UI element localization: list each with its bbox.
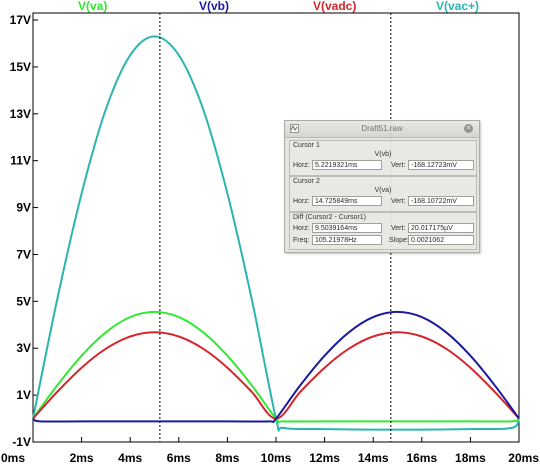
series-line-v-vb [32, 310, 520, 424]
diff-vert-field[interactable]: 20.017175µV [408, 223, 474, 233]
diff-freq-field[interactable]: 105.21978Hz [312, 235, 382, 245]
cursor2-group: Cursor 2 V(va) Horz: 14.725849ms Vert: -… [289, 176, 477, 212]
dialog-titlebar[interactable]: Draft51.raw ✕ [285, 121, 479, 138]
legend-vac-plus[interactable]: V(vac+) [436, 0, 480, 13]
y-tick-label: 11V [10, 154, 31, 168]
diff-slope-field[interactable]: 0.0021062 [408, 235, 474, 245]
diff-group: Diff (Cursor2 - Cursor1) Horz: 9.5039164… [289, 212, 477, 250]
x-tick-label: 20ms [508, 451, 539, 465]
y-tick-label: 13V [10, 107, 31, 121]
cursor2-horz-label: Horz: [293, 198, 310, 205]
y-tick-label: 9V [16, 201, 31, 215]
x-tick-label: 18ms [455, 451, 486, 465]
cursor-dialog[interactable]: Draft51.raw ✕ Cursor 1 V(vb) Horz: 5.221… [284, 120, 480, 253]
cursor1-vert-label: Vert: [391, 162, 406, 169]
cursor1-horz-field[interactable]: 5.2219321ms [312, 160, 382, 170]
y-tick-label: 17V [10, 13, 31, 27]
y-tick-label: -1V [12, 435, 31, 449]
diff-horz-label: Horz: [293, 225, 310, 232]
cursor1-trace: V(vb) [374, 151, 392, 158]
dialog-title: Draft51.raw [361, 124, 403, 133]
diff-horz-field[interactable]: 9.5039164ms [312, 223, 382, 233]
x-tick-label: 12ms [309, 451, 340, 465]
cursor2-trace: V(va) [374, 187, 392, 194]
waveform-icon [290, 124, 299, 133]
cursor2-horz-field[interactable]: 14.725849ms [312, 196, 382, 206]
series-line-v-vac [32, 35, 520, 432]
cursor1-vert-field[interactable]: -168.12723mV [408, 160, 474, 170]
legend-vadc[interactable]: V(vadc) [313, 0, 357, 13]
cursor1-label: Cursor 1 [293, 142, 320, 149]
x-tick-label: 16ms [406, 451, 437, 465]
diff-vert-label: Vert: [391, 225, 406, 232]
x-tick-label: 0ms [1, 451, 25, 465]
legend-va[interactable]: V(va) [78, 0, 108, 13]
diff-label: Diff (Cursor2 - Cursor1) [293, 214, 366, 221]
x-tick-label: 6ms [167, 451, 191, 465]
cursor2-vert-field[interactable]: -168.10722mV [408, 196, 474, 206]
y-tick-label: 7V [16, 247, 31, 261]
trace-lines [32, 35, 520, 432]
x-tick-label: 10ms [261, 451, 292, 465]
cursor-lines[interactable] [159, 13, 392, 442]
diff-freq-label: Freq: [293, 237, 310, 244]
y-tick-label: 3V [16, 341, 31, 355]
x-tick-label: 14ms [358, 451, 389, 465]
legend-vb[interactable]: V(vb) [199, 0, 229, 13]
x-tick-label: 8ms [215, 451, 239, 465]
x-tick-label: 2ms [70, 451, 94, 465]
y-tick-label: 15V [10, 60, 31, 74]
x-tick-label: 4ms [118, 451, 142, 465]
series-line-v-va [32, 310, 520, 424]
cursor2-label: Cursor 2 [293, 178, 320, 185]
axis-ticks: -1V 1V 3V 5V 7V 9V 11V 13V 15V 17V 0ms 2ms 4ms 6ms 8ms… [1, 13, 539, 465]
diff-slope-label: Slope: [389, 237, 409, 244]
y-tick-label: 5V [16, 294, 31, 308]
y-tick-label: 1V [16, 388, 31, 402]
cursor1-group: Cursor 1 V(vb) Horz: 5.2219321ms Vert: -… [289, 140, 477, 176]
cursor1-horz-label: Horz: [293, 162, 310, 169]
close-icon[interactable]: ✕ [464, 124, 473, 133]
cursor2-vert-label: Vert: [391, 198, 406, 205]
